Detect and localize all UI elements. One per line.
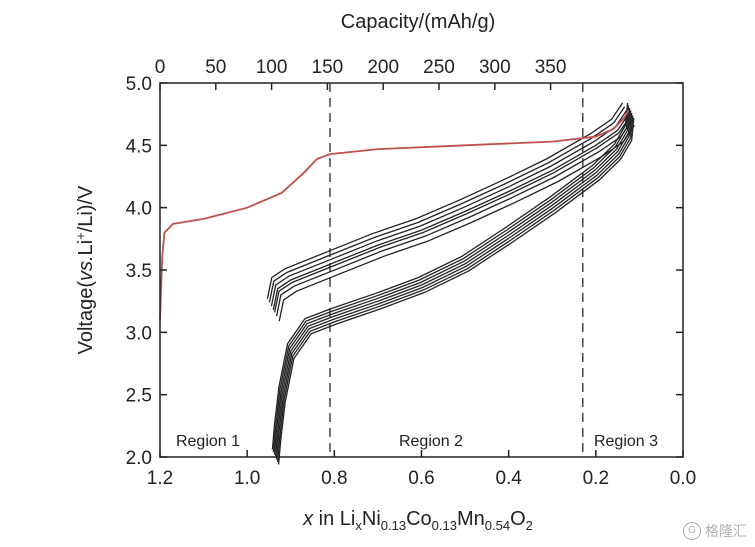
- region-label: Region 2: [399, 433, 463, 450]
- watermark-text: 格隆汇: [705, 523, 747, 539]
- cycle-discharge-line: [276, 115, 634, 463]
- x-top-tick-label: 100: [256, 57, 288, 78]
- tick-labels: 1.2 1.0 0.8 0.6 0.4 0.2 0.0 0 50 100 150 200 250 300 3…: [126, 57, 697, 489]
- cycle-discharge-line: [277, 117, 635, 465]
- bottom-axis-title: x in LixNi0.13Co0.13Mn0.54O2: [302, 508, 533, 533]
- cycle-charge-line: [273, 116, 631, 313]
- cycle-charge-line: [278, 125, 635, 322]
- y-tick-label: 4.5: [126, 136, 152, 157]
- y-tick-label: 4.0: [126, 199, 152, 220]
- axis-ticks: [159, 82, 684, 458]
- y-tick-label: 5.0: [126, 74, 152, 95]
- y-tick-label: 3.0: [126, 323, 152, 344]
- cycle-charge-line: [272, 113, 630, 311]
- cycle-discharge-line: [272, 105, 630, 453]
- cycle-charge-line: [270, 110, 628, 307]
- top-axis-title: Capacity/(mAh/g): [341, 11, 496, 33]
- y-axis-title: Voltage(vs.Li+/Li)/V: [73, 185, 97, 354]
- x-bottom-tick-label: 0.2: [583, 468, 609, 489]
- x-top-tick-label: 250: [423, 57, 455, 78]
- y-tick-label: 2.5: [126, 386, 152, 407]
- cycle-charge-line: [266, 102, 624, 299]
- cycle-charge-line: [275, 120, 633, 317]
- x-top-tick-label: 50: [205, 57, 226, 78]
- region-labels: Region 1 Region 2 Region 3: [176, 433, 658, 450]
- cycle-discharge-line: [274, 110, 632, 458]
- logo-icon: G: [683, 522, 701, 540]
- first-charge-line: [159, 109, 630, 320]
- x-top-tick-label: 150: [312, 57, 344, 78]
- x-top-tick-label: 300: [479, 57, 511, 78]
- cycle-discharge-line: [271, 102, 629, 450]
- y-tick-label: 2.0: [126, 448, 152, 469]
- reference-lines: [329, 83, 584, 457]
- region-label: Region 3: [594, 433, 658, 450]
- cycle-discharge-line: [273, 107, 631, 455]
- series-group: [159, 102, 635, 465]
- x-bottom-tick-label: 0.0: [670, 468, 696, 489]
- cycle-discharge-line: [275, 112, 633, 460]
- x-top-tick-label: 350: [535, 57, 567, 78]
- y-tick-label: 3.5: [126, 261, 152, 282]
- x-bottom-tick-label: 1.0: [234, 468, 260, 489]
- x-top-tick-label: 200: [367, 57, 399, 78]
- cycle-charge-line: [268, 106, 626, 303]
- x-bottom-tick-label: 0.8: [321, 468, 347, 489]
- x-bottom-tick-label: 0.4: [495, 468, 522, 489]
- x-top-tick-label: 0: [155, 57, 166, 78]
- watermark: G 格隆汇: [683, 521, 747, 541]
- x-bottom-tick-label: 0.6: [408, 468, 434, 489]
- region-label: Region 1: [176, 433, 240, 450]
- x-bottom-tick-label: 1.2: [147, 468, 173, 489]
